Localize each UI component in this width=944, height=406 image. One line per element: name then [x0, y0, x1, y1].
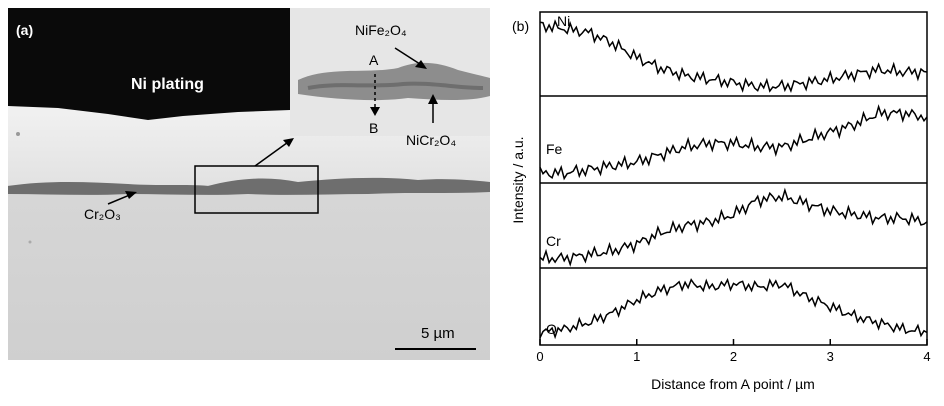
scale-label: 5 µm — [421, 325, 455, 342]
series-label-o: O — [546, 321, 557, 337]
x-tick-label-0: 0 — [536, 349, 543, 364]
nicr2o4-label: NiCr₂O₄ — [406, 132, 456, 148]
series-line-cr — [540, 190, 927, 264]
series-line-ni — [540, 21, 927, 91]
series-label-cr: Cr — [546, 233, 561, 249]
ni-plating-label: Ni plating — [131, 76, 204, 94]
sem-image — [8, 8, 490, 360]
ni-plating-region — [8, 8, 290, 120]
series-label-fe: Fe — [546, 141, 562, 157]
point-b-label: B — [369, 120, 378, 136]
sem-micrograph: (a) Ni plating NiFe₂O₄ A B NiCr₂O₄ Cr₂O₃… — [8, 8, 490, 360]
series-line-fe — [540, 107, 927, 179]
panel-a-label: (a) — [16, 22, 33, 38]
chart-svg: 0 1 2 3 4 — [500, 0, 944, 406]
x-axis-label: Distance from A point / µm — [651, 376, 815, 392]
x-tick-label-1: 1 — [633, 349, 640, 364]
x-tick-label-2: 2 — [730, 349, 737, 364]
panel-b-label: (b) — [512, 18, 529, 34]
nife2o4-label: NiFe₂O₄ — [355, 22, 407, 38]
series-line-o — [540, 280, 927, 338]
point-a-label: A — [369, 52, 378, 68]
y-axis-label: Intensity / a.u. — [510, 136, 526, 223]
cr2o3-label: Cr₂O₃ — [84, 206, 121, 222]
x-tick-label-4: 4 — [923, 349, 930, 364]
series-label-ni: Ni — [557, 13, 570, 29]
line-profile-chart: 0 1 2 3 4 (b) Ni Fe Cr O Intensity / a.u. Di… — [500, 0, 944, 406]
plot-frame — [540, 12, 927, 345]
x-tick-label-3: 3 — [827, 349, 834, 364]
